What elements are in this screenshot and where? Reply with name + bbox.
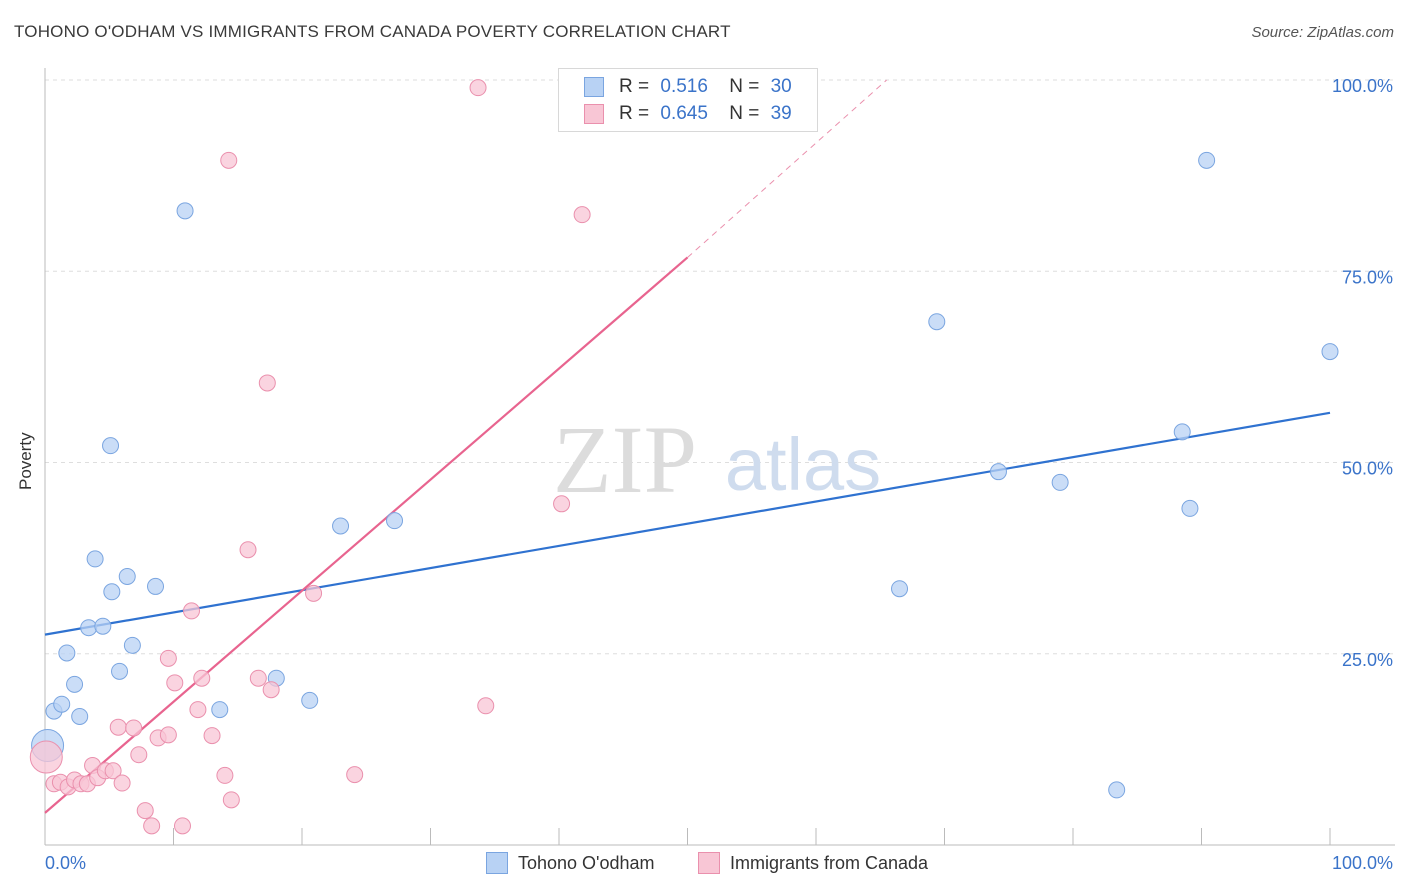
point-s2-29	[239, 541, 257, 559]
point-s1-8	[94, 617, 112, 635]
trend-extension-s2	[687, 79, 888, 258]
point-s2-0	[29, 740, 63, 774]
legend-r-label-1: R =	[619, 76, 650, 97]
point-s2-26	[216, 766, 234, 784]
trend-line-s1	[44, 411, 1331, 636]
point-s2-11	[109, 718, 127, 736]
y-tick-label-25: 25.0%	[1342, 650, 1393, 670]
point-s2-12	[113, 774, 131, 792]
point-s1-25	[1108, 781, 1126, 799]
points-layer	[29, 79, 1339, 835]
y-tick-label-50: 50.0%	[1342, 459, 1393, 479]
x-tick-label-0: 0.0%	[45, 853, 86, 873]
stats-legend: R = 0.516 N = 30 R = 0.645 N = 39	[558, 68, 818, 132]
point-s1-21	[891, 580, 909, 598]
point-s2-34	[346, 766, 364, 784]
point-s1-9	[102, 437, 120, 455]
point-s2-24	[193, 669, 211, 687]
point-s1-2	[53, 695, 71, 713]
point-s2-20	[166, 674, 184, 692]
point-s1-11	[111, 662, 129, 680]
point-s1-20	[386, 512, 404, 530]
point-s1-10	[103, 583, 121, 601]
point-s2-14	[130, 746, 148, 764]
point-s2-28	[220, 151, 238, 169]
point-s1-19	[332, 517, 350, 535]
point-s2-15	[136, 802, 154, 820]
watermark-atlas: atlas	[725, 423, 881, 506]
point-s2-35	[477, 697, 495, 715]
watermark: ZIP atlas	[553, 406, 881, 513]
legend-item-canada: Immigrants from Canada	[698, 852, 928, 874]
point-s2-27	[222, 791, 240, 809]
point-s1-13	[123, 636, 141, 654]
point-s1-29	[1321, 343, 1339, 361]
point-s1-22	[928, 313, 946, 331]
point-s2-21	[173, 817, 191, 835]
point-s1-27	[1181, 499, 1199, 517]
legend-swatch-canada	[698, 852, 720, 874]
point-s2-36	[469, 79, 487, 97]
point-s1-7	[86, 550, 104, 568]
legend-swatch-series1	[584, 77, 604, 97]
point-s2-13	[125, 719, 143, 737]
y-tick-label-100: 100.0%	[1332, 76, 1393, 96]
point-s1-3	[58, 644, 76, 662]
point-s2-33	[305, 584, 323, 602]
x-tick-label-100: 100.0%	[1332, 853, 1393, 873]
point-s1-14	[147, 577, 165, 595]
legend-item-tohono: Tohono O'odham	[486, 852, 655, 874]
point-s1-24	[1051, 473, 1069, 491]
point-s2-25	[203, 727, 221, 745]
point-s2-16	[143, 817, 161, 835]
axes-layer	[44, 68, 1395, 846]
point-s2-38	[573, 206, 591, 224]
point-s2-23	[189, 701, 207, 719]
grid-layer	[45, 79, 1395, 655]
tick-labels: 25.0% 50.0% 75.0% 100.0% 0.0% 100.0%	[45, 76, 1393, 873]
legend-r-value-2: 0.645	[660, 103, 708, 124]
point-s2-31	[258, 374, 276, 392]
legend-swatch-series2	[584, 104, 604, 124]
legend-swatch-tohono	[486, 852, 508, 874]
point-s1-16	[211, 701, 229, 719]
trend-line-s2	[44, 256, 689, 814]
point-s2-37	[553, 495, 571, 513]
legend-label-canada: Immigrants from Canada	[730, 852, 929, 873]
point-s2-32	[262, 681, 280, 699]
chart-title: TOHONO O'ODHAM VS IMMIGRANTS FROM CANADA…	[14, 22, 731, 41]
point-s1-5	[71, 707, 89, 725]
point-s1-4	[66, 675, 84, 693]
legend-n-value-2: 39	[770, 103, 792, 124]
point-s2-19	[159, 649, 177, 667]
point-s1-15	[176, 202, 194, 220]
y-tick-label-75: 75.0%	[1342, 267, 1393, 287]
legend-n-label-2: N =	[729, 103, 760, 124]
point-s1-18	[301, 691, 319, 709]
point-s2-18	[159, 726, 177, 744]
legend-n-value-1: 30	[770, 76, 792, 97]
trend-lines	[44, 79, 1331, 814]
legend-r-value-1: 0.516	[660, 76, 708, 97]
point-s1-23	[989, 463, 1007, 481]
y-axis-title: Poverty	[16, 432, 35, 490]
watermark-zip: ZIP	[553, 406, 697, 513]
point-s1-26	[1173, 423, 1191, 441]
point-s1-12	[118, 567, 136, 585]
point-s2-30	[249, 669, 267, 687]
point-s1-6	[80, 619, 98, 637]
source-label: Source: ZipAtlas.com	[1251, 24, 1394, 41]
point-s2-10	[104, 762, 122, 780]
point-s1-28	[1198, 151, 1216, 169]
legend-r-label-2: R =	[619, 103, 650, 124]
legend-label-tohono: Tohono O'odham	[518, 852, 655, 873]
point-s2-22	[182, 602, 200, 620]
legend-n-label-1: N =	[729, 76, 760, 97]
